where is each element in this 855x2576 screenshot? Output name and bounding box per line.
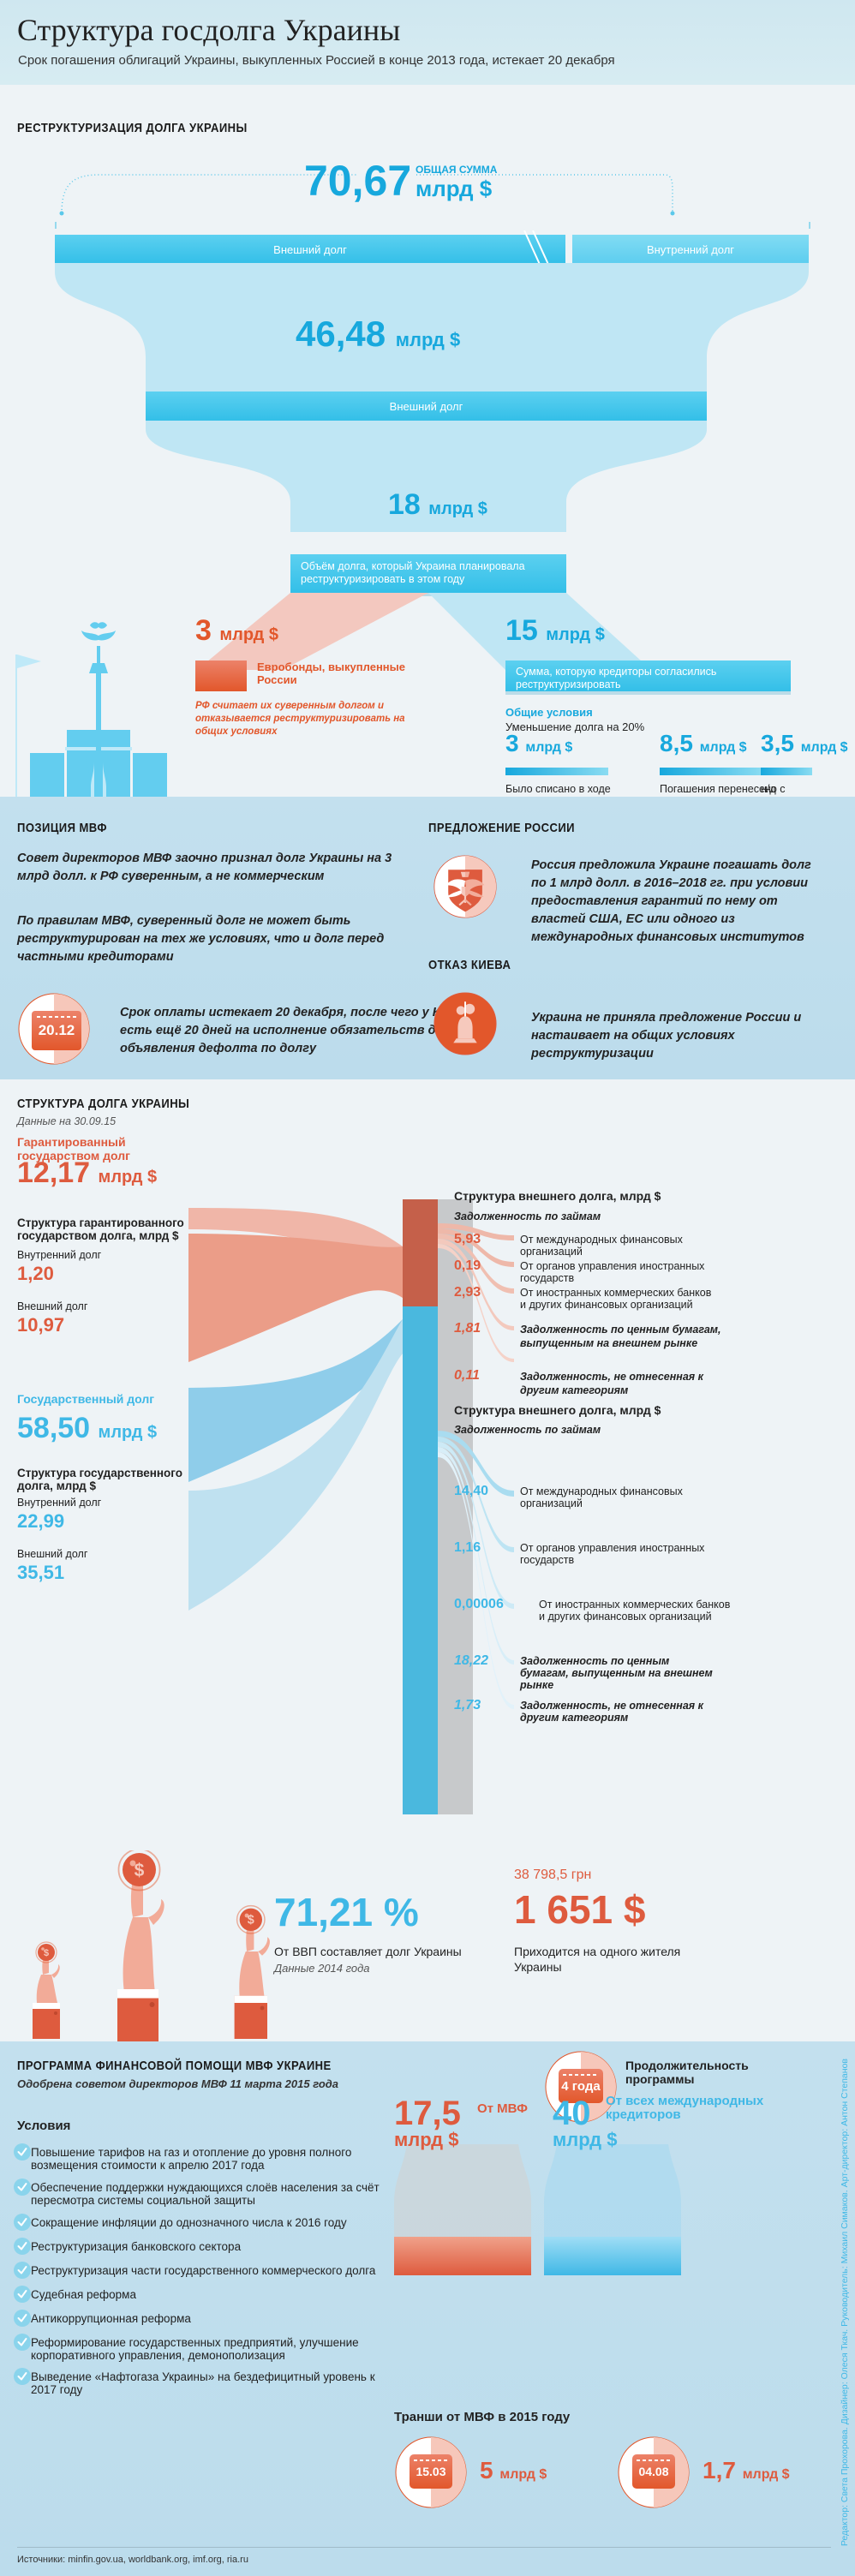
svg-text:$: $	[135, 1861, 145, 1880]
svg-text:$: $	[248, 1914, 254, 1928]
svg-text:$: $	[44, 1948, 49, 1958]
